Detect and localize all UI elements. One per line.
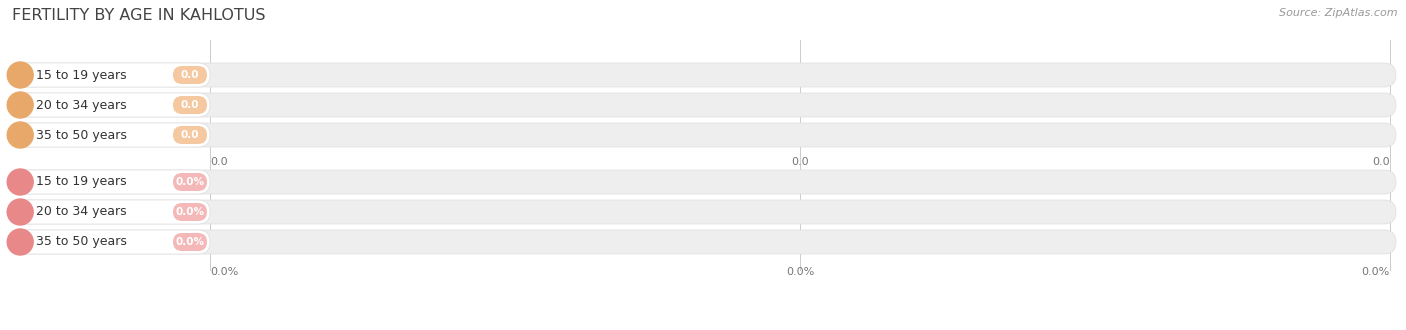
Text: 0.0%: 0.0% [176,207,204,217]
Text: 0.0%: 0.0% [1362,267,1391,277]
Text: 35 to 50 years: 35 to 50 years [35,236,127,248]
FancyBboxPatch shape [173,66,207,84]
Text: FERTILITY BY AGE IN KAHLOTUS: FERTILITY BY AGE IN KAHLOTUS [13,8,266,23]
Text: Source: ZipAtlas.com: Source: ZipAtlas.com [1279,8,1398,18]
Text: 0.0: 0.0 [181,100,200,110]
FancyBboxPatch shape [173,203,207,221]
FancyBboxPatch shape [10,63,1396,87]
Text: 0.0: 0.0 [792,157,808,167]
Text: 0.0%: 0.0% [176,237,204,247]
FancyBboxPatch shape [10,230,209,254]
Text: 0.0: 0.0 [181,130,200,140]
FancyBboxPatch shape [10,63,209,87]
Text: 0.0%: 0.0% [786,267,814,277]
FancyBboxPatch shape [10,123,209,147]
FancyBboxPatch shape [173,173,207,191]
FancyBboxPatch shape [173,96,207,114]
Text: 35 to 50 years: 35 to 50 years [35,128,127,142]
FancyBboxPatch shape [173,233,207,251]
Circle shape [7,169,34,195]
Text: 20 to 34 years: 20 to 34 years [35,98,127,112]
Text: 0.0: 0.0 [181,70,200,80]
Text: 0.0: 0.0 [1372,157,1391,167]
Text: 15 to 19 years: 15 to 19 years [35,69,127,82]
Circle shape [7,62,34,88]
Circle shape [7,199,34,225]
Text: 0.0: 0.0 [209,157,228,167]
FancyBboxPatch shape [10,170,209,194]
Circle shape [7,229,34,255]
FancyBboxPatch shape [10,200,209,224]
FancyBboxPatch shape [10,200,1396,224]
Text: 0.0%: 0.0% [176,177,204,187]
FancyBboxPatch shape [10,123,1396,147]
FancyBboxPatch shape [10,93,209,117]
Text: 15 to 19 years: 15 to 19 years [35,176,127,188]
FancyBboxPatch shape [10,170,1396,194]
FancyBboxPatch shape [173,126,207,144]
Text: 20 to 34 years: 20 to 34 years [35,206,127,218]
FancyBboxPatch shape [10,230,1396,254]
Text: 0.0%: 0.0% [209,267,238,277]
FancyBboxPatch shape [10,93,1396,117]
Circle shape [7,92,34,118]
Circle shape [7,122,34,148]
